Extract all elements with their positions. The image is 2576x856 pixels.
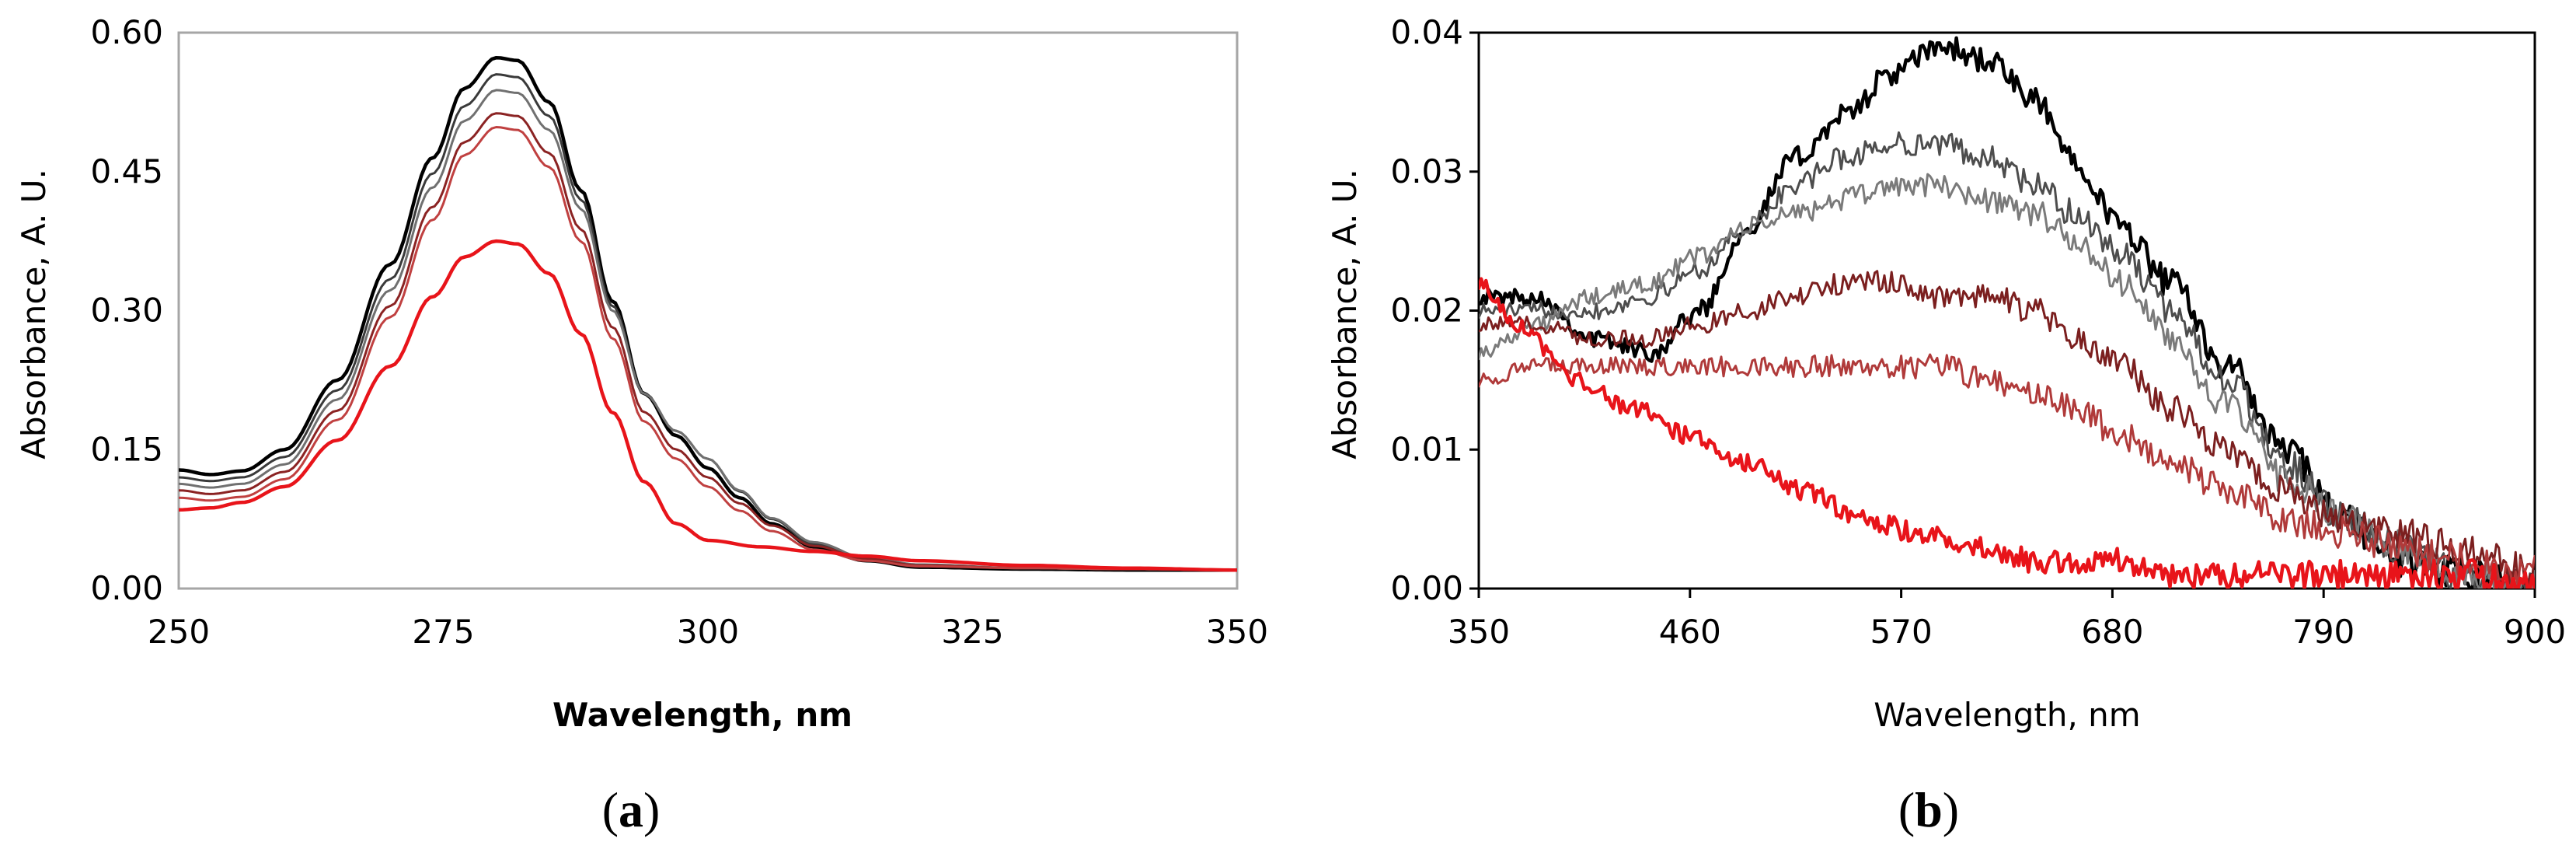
panel-b-series-2 bbox=[1479, 131, 2535, 589]
y-tick-label: 0.15 bbox=[90, 430, 163, 468]
y-tick-label: 0.01 bbox=[1390, 430, 1463, 468]
panel-b-plot-area: 0.00 0.01 0.02 0.03 0.04 350 460 570 680 790 900 bbox=[1390, 13, 2566, 651]
panel-b-ylabel: Absorbance, A. U. bbox=[1326, 169, 1364, 459]
panel-b-series-1 bbox=[1479, 36, 2535, 589]
panel-b-xlabel: Wavelength, nm bbox=[1874, 696, 2140, 734]
panel-b-series-3 bbox=[1479, 173, 2535, 589]
panel-a-frame bbox=[177, 31, 1239, 590]
panel-a-series-4 bbox=[179, 112, 1237, 571]
x-tick-label: 250 bbox=[148, 613, 210, 651]
panel-a-series-5 bbox=[179, 126, 1237, 571]
panel-b-caption-letter: b bbox=[1915, 782, 1943, 837]
y-tick-label: 0.60 bbox=[90, 13, 163, 51]
y-tick-label: 0.45 bbox=[90, 152, 163, 190]
x-tick-label: 680 bbox=[2081, 613, 2143, 651]
x-tick-label: 790 bbox=[2292, 613, 2355, 651]
x-tick-label: 350 bbox=[1206, 613, 1268, 651]
panel-a-plot-area: 0.00 0.15 0.30 0.45 0.60 250 275 300 325 350 bbox=[90, 13, 1268, 651]
panel-a-series-6 bbox=[179, 239, 1237, 572]
x-tick-label: 460 bbox=[1659, 613, 1721, 651]
panel-b-series-4 bbox=[1479, 270, 2535, 589]
y-tick-label: 0.00 bbox=[1390, 569, 1463, 607]
panel-a-caption-letter: a bbox=[619, 782, 643, 837]
x-tick-label: 570 bbox=[1870, 613, 1933, 651]
panel-a-caption: (a) bbox=[602, 782, 661, 837]
panel-b-series-5 bbox=[1479, 353, 2535, 589]
y-tick-label: 0.04 bbox=[1390, 13, 1463, 51]
x-tick-label: 275 bbox=[412, 613, 474, 651]
x-tick-label: 350 bbox=[1448, 613, 1510, 651]
y-tick-label: 0.00 bbox=[90, 569, 163, 607]
panel-a: Absorbance, A. U. Wavelength, nm 0.00 0.1… bbox=[15, 13, 1268, 837]
y-tick-label: 0.03 bbox=[1390, 152, 1463, 190]
panel-b-series-6 bbox=[1479, 277, 2535, 589]
x-tick-label: 900 bbox=[2504, 613, 2566, 651]
y-tick-label: 0.30 bbox=[90, 292, 163, 330]
panel-b-caption: (b) bbox=[1898, 782, 1959, 837]
y-tick-label: 0.02 bbox=[1390, 292, 1463, 330]
panel-b-frame bbox=[1477, 31, 2536, 590]
panel-a-ylabel: Absorbance, A. U. bbox=[15, 169, 53, 459]
panel-a-series-1 bbox=[179, 55, 1237, 572]
panel-a-series-2 bbox=[179, 73, 1237, 571]
x-tick-label: 325 bbox=[941, 613, 1003, 651]
panel-a-series-3 bbox=[179, 89, 1237, 571]
panel-b: Absorbance, A. U. Wavelength, nm 0.000.0… bbox=[1326, 13, 2566, 837]
x-tick-label: 300 bbox=[677, 613, 739, 651]
panel-a-xlabel: Wavelength, nm bbox=[552, 696, 852, 734]
